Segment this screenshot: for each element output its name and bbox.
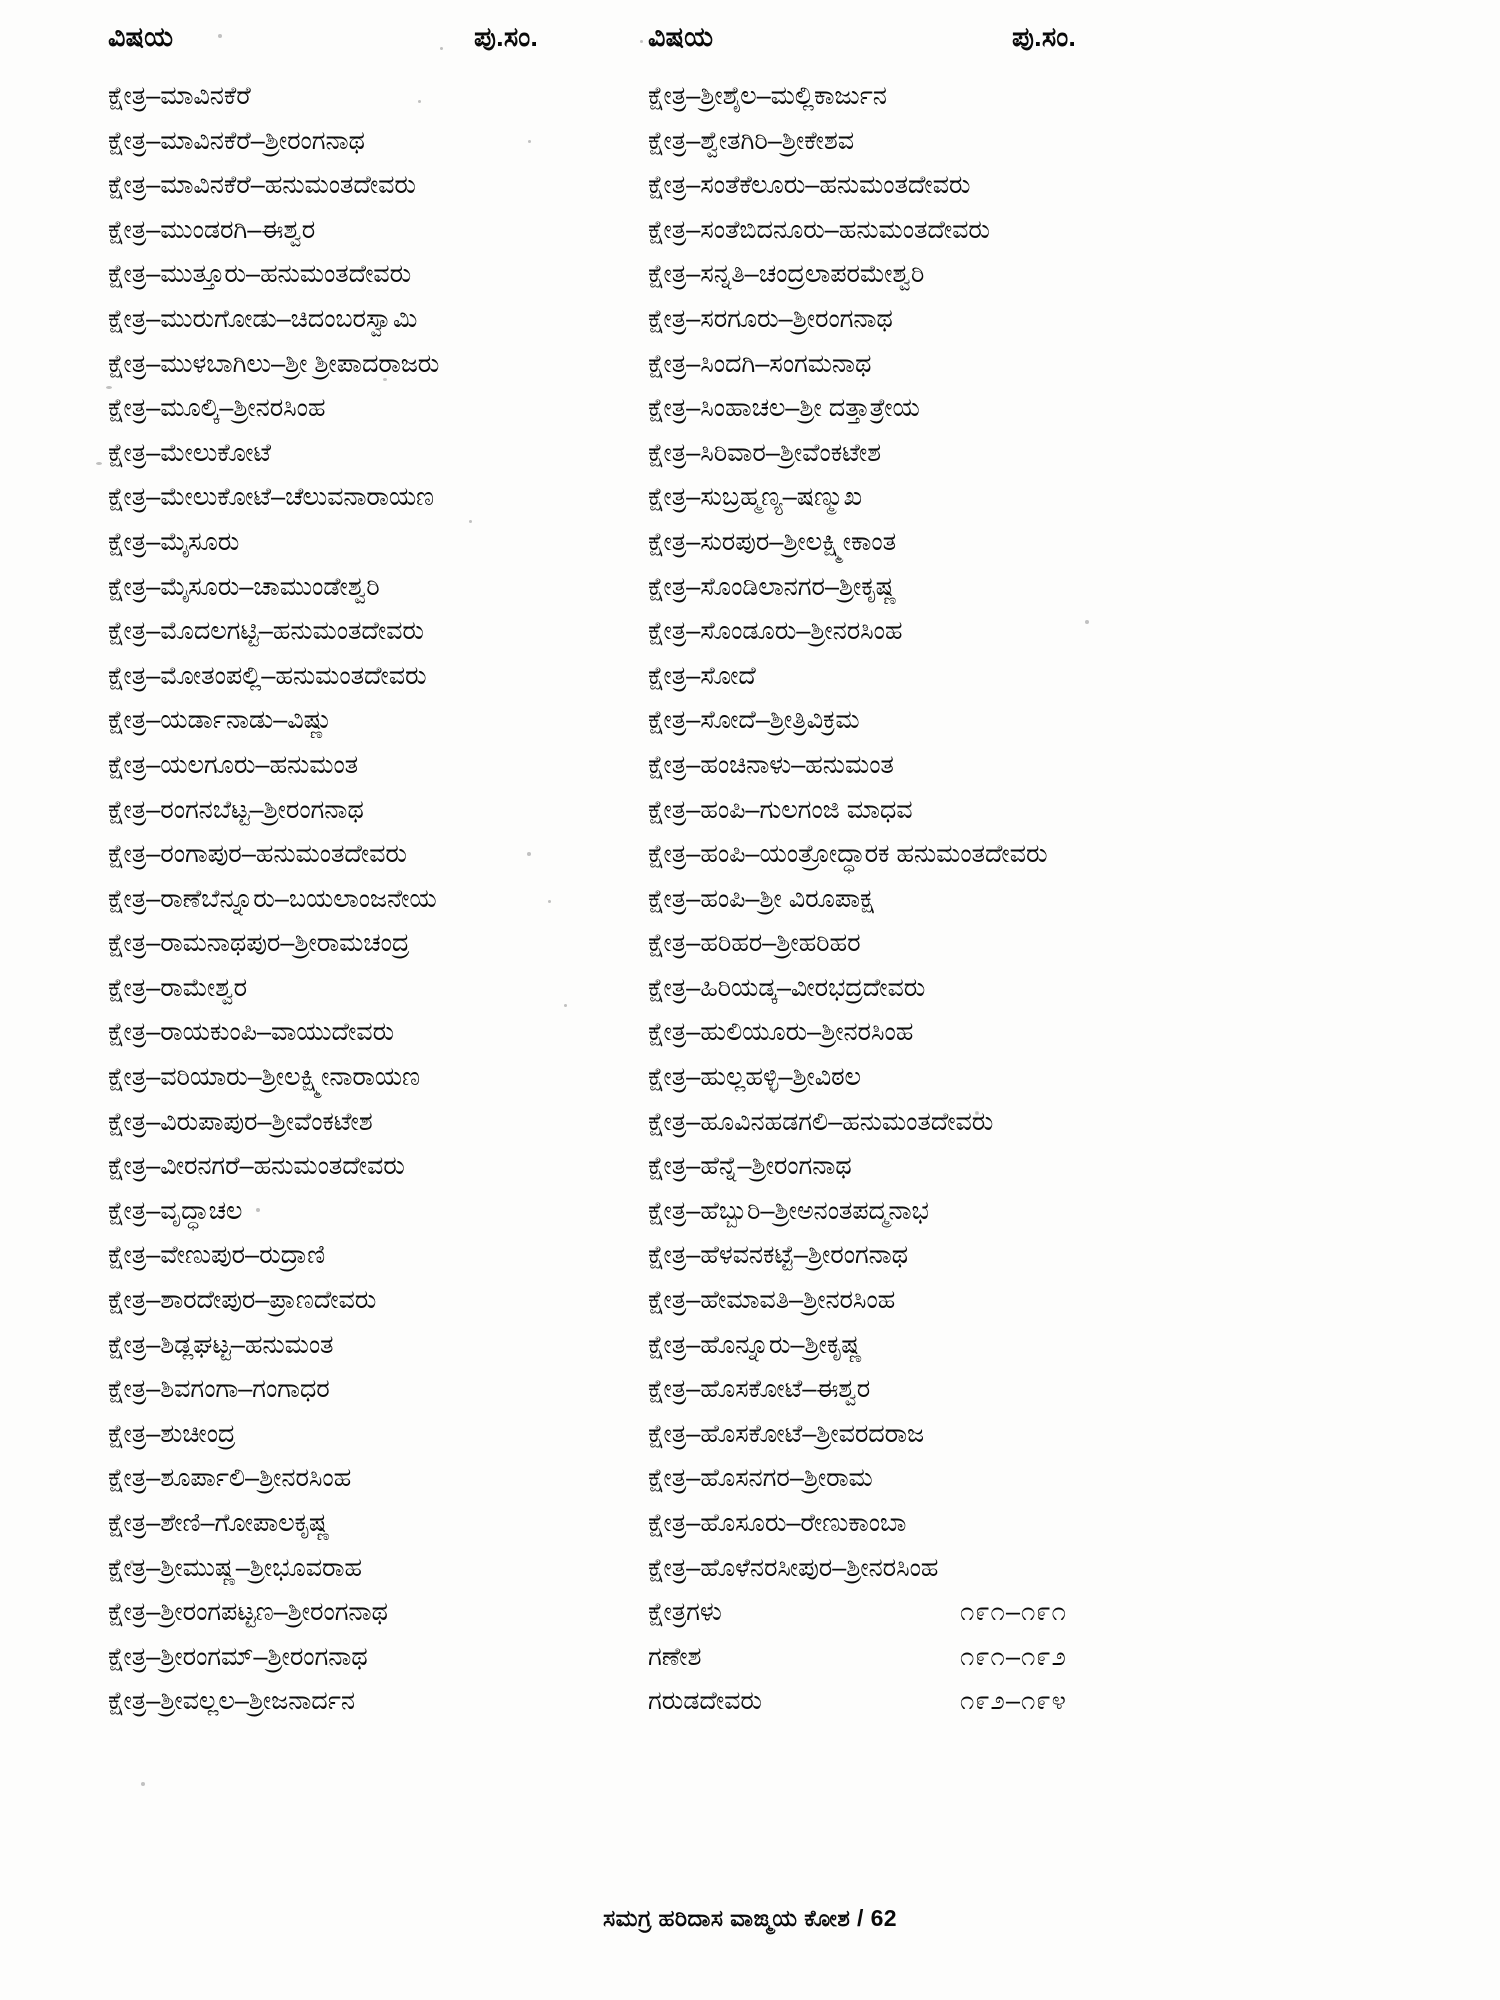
index-entry: ಕ್ಷೇತ್ರ–ಶ್ರೀರಂಗಪಟ್ಟಣ–ಶ್ರೀರಂಗನಾಥ [108, 1598, 388, 1627]
index-entry: ಕ್ಷೇತ್ರ–ಹಂಪಿ–ಗುಲಗಂಜಿ ಮಾಧವ [648, 795, 913, 824]
index-entry: ಕ್ಷೇತ್ರ–ರಾಮನಾಥಪುರ–ಶ್ರೀರಾಮಚಂದ್ರ [108, 929, 410, 958]
index-entry: ಕ್ಷೇತ್ರ–ಸಿಂದಗಿ–ಸಂಗಮನಾಥ [648, 349, 872, 378]
index-entry: ಕ್ಷೇತ್ರ–ಮೋತಂಪಲ್ಲಿ–ಹನುಮಂತದೇವರು [108, 661, 427, 690]
index-entry: ಕ್ಷೇತ್ರ–ಸಂತೆಬಿದನೂರು–ಹನುಮಂತದೇವರು [648, 215, 990, 244]
index-entry: ಕ್ಷೇತ್ರ–ಮೊದಲಗಟ್ಟಿ–ಹನುಮಂತದೇವರು [108, 617, 424, 646]
index-entry: ಕ್ಷೇತ್ರ–ಹೇಮಾವತಿ–ಶ್ರೀನರಸಿಂಹ [648, 1286, 896, 1315]
index-entry: ಕ್ಷೇತ್ರ–ರಂಗಾಪುರ–ಹನುಮಂತದೇವರು [108, 840, 407, 869]
index-entry: ಕ್ಷೇತ್ರ–ಹಂಚಿನಾಳು–ಹನುಮಂತ [648, 750, 894, 779]
index-entry: ಕ್ಷೇತ್ರ–ಹುಲ್ಲಹಳ್ಳಿ–ಶ್ರೀವಿಠಲ [648, 1063, 861, 1092]
index-entry-page-range: ೧೯೧–೧೯೧ [960, 1598, 1067, 1627]
index-entry: ಕ್ಷೇತ್ರ–ಶ್ವೇತಗಿರಿ–ಶ್ರೀಕೇಶವ [648, 126, 854, 155]
index-entry: ಕ್ಷೇತ್ರ–ವೇಣುಪುರ–ರುದ್ರಾಣಿ [108, 1241, 326, 1270]
index-entry: ಕ್ಷೇತ್ರ–ಹೊನ್ನೂರು–ಶ್ರೀಕೃಷ್ಣ [648, 1330, 863, 1359]
index-entry: ಕ್ಷೇತ್ರ–ಹಿರಿಯಡ್ಕ–ವೀರಭದ್ರದೇವರು [648, 973, 926, 1002]
index-entry: ಕ್ಷೇತ್ರ–ಹೊಸಕೋಟೆ–ಶ್ರೀವರದರಾಜ [648, 1419, 925, 1448]
index-entry: ಕ್ಷೇತ್ರ–ಯರ್ಡಾನಾಡು–ವಿಷ್ಣು [108, 706, 333, 735]
index-entry: ಕ್ಷೇತ್ರ–ಶ್ರೀವಲ್ಲಲ–ಶ್ರೀಜನಾರ್ದನ [108, 1687, 355, 1716]
index-entry: ಕ್ಷೇತ್ರ–ಮುರುಗೋಡು–ಚಿದಂಬರಸ್ವಾಮಿ [108, 304, 418, 333]
index-entry: ಕ್ಷೇತ್ರ–ಸೋದೆ–ಶ್ರೀತ್ರಿವಿಕ್ರಮ [648, 706, 860, 735]
index-entry: ಕ್ಷೇತ್ರ–ಶೂರ್ಪಾಲಿ–ಶ್ರೀನರಸಿಂಹ [108, 1464, 352, 1493]
index-entry: ಕ್ಷೇತ್ರ–ಹಂಪಿ–ಶ್ರೀ ವಿರೂಪಾಕ್ಷ [648, 884, 874, 913]
index-entry: ಕ್ಷೇತ್ರ–ರಂಗನಬೆಟ್ಟ–ಶ್ರೀರಂಗನಾಥ [108, 795, 364, 824]
index-entry: ಕ್ಷೇತ್ರ–ರಾಯಕುಂಪಿ–ವಾಯುದೇವರು [108, 1018, 395, 1047]
index-entry: ಕ್ಷೇತ್ರ–ವಿರುಪಾಪುರ–ಶ್ರೀವೆಂಕಟೇಶ [108, 1107, 373, 1136]
index-entry: ಕ್ಷೇತ್ರ–ಶ್ರೀಶೈಲ–ಮಲ್ಲಿಕಾರ್ಜುನ [648, 82, 887, 110]
index-entry: ಕ್ಷೇತ್ರ–ಹಂಪಿ–ಯಂತ್ರೋದ್ಧಾರಕ ಹನುಮಂತದೇವರು [648, 840, 1048, 869]
index-entry: ಕ್ಷೇತ್ರ–ಸೊಂಡೂರು–ಶ್ರೀನರಸಿಂಹ [648, 617, 903, 646]
index-entry: ಕ್ಷೇತ್ರ–ಶುಚೀಂದ್ರ [108, 1419, 236, 1448]
index-entry-label: ಕ್ಷೇತ್ರಗಳು [648, 1598, 722, 1627]
index-entry: ಕ್ಷೇತ್ರ–ಯಲಗೂರು–ಹನುಮಂತ [108, 750, 359, 779]
header-subject-right: ವಿಷಯ [648, 22, 714, 52]
index-entry: ಕ್ಷೇತ್ರ–ಸಂತೆಕೆಲೂರು–ಹನುಮಂತದೇವರು [648, 171, 971, 200]
index-entry: ಕ್ಷೇತ್ರ–ಮೇಲುಕೋಟೆ [108, 438, 271, 467]
index-column-left: ಕ್ಷೇತ್ರ–ಮಾವಿನಕೆರೆ ಕ್ಷೇತ್ರ–ಮಾವಿನಕೆರೆ–ಶ್ರೀರ… [108, 74, 628, 1724]
index-entry: ಕ್ಷೇತ್ರ–ಮುಂಡರಗಿ–ಈಶ್ವರ [108, 215, 316, 244]
index-entry-page-range: ೧೯೧–೧೯೨ [960, 1642, 1067, 1671]
index-entry: ಕ್ಷೇತ್ರ–ಮಾವಿನಕೆರೆ–ಹನುಮಂತದೇವರು [108, 171, 416, 200]
header-subject-left: ವಿಷಯ [108, 22, 174, 52]
column-headers: ವಿಷಯ ಪು.ಸಂ. ವಿಷಯ ಪು.ಸಂ. [0, 22, 1500, 68]
index-entry: ಕ್ಷೇತ್ರ–ಮಾವಿನಕೆರೆ–ಶ್ರೀರಂಗನಾಥ [108, 126, 365, 155]
index-entry: ಕ್ಷೇತ್ರ–ರಾಣೆಬೆನ್ನೂರು–ಬಯಲಾಂಜನೇಯ [108, 884, 437, 913]
index-entry: ಕ್ಷೇತ್ರ–ಮೂಲ್ಕಿ–ಶ್ರೀನರಸಿಂಹ [108, 394, 326, 423]
index-entry: ಕ್ಷೇತ್ರ–ಶೇಣಿ–ಗೋಪಾಲಕೃಷ್ಣ [108, 1509, 330, 1537]
index-entry: ಕ್ಷೇತ್ರ–ಸನ್ನತಿ–ಚಂದ್ರಲಾಪರಮೇಶ್ವರಿ [648, 260, 925, 289]
index-entry: ಕ್ಷೇತ್ರ–ಹೆಬ್ಬುರಿ–ಶ್ರೀಅನಂತಪದ್ಮನಾಭ [648, 1196, 929, 1225]
index-entry: ಗರುಡದೇವರು ೧೯೨–೧೯೪ [648, 1679, 1118, 1724]
index-entry: ಕ್ಷೇತ್ರ–ರಾಮೇಶ್ವರ [108, 973, 247, 1002]
index-entry: ಕ್ಷೇತ್ರ–ಶಾರದೇಪುರ–ಪ್ರಾಣದೇವರು [108, 1286, 377, 1315]
index-entry: ಕ್ಷೇತ್ರ–ಸೋದೆ [648, 661, 756, 690]
index-entry: ಕ್ಷೇತ್ರ–ವೃದ್ಧಾಚಲ [108, 1196, 243, 1225]
index-entry: ಕ್ಷೇತ್ರ–ಹೂವಿನಹಡಗಲಿ–ಹನುಮಂತದೇವರು [648, 1107, 994, 1136]
page-footer: ಸಮಗ್ರ ಹರಿದಾಸ ವಾಙ್ಮಯ ಕೋಶ / 62 [603, 1905, 897, 1931]
index-entry: ಕ್ಷೇತ್ರ–ಮುಳಬಾಗಿಲು–ಶ್ರೀ ಶ್ರೀಪಾದರಾಜರು [108, 349, 440, 378]
index-entry: ಗಣೇಶ ೧೯೧–೧೯೨ [648, 1635, 1118, 1680]
index-entry-page-range: ೧೯೨–೧೯೪ [960, 1687, 1067, 1716]
index-entry: ಕ್ಷೇತ್ರ–ಸಿಂಹಾಚಲ–ಶ್ರೀ ದತ್ತಾತ್ರೇಯ [648, 394, 920, 423]
index-entry: ಕ್ಷೇತ್ರ–ವರಿಯಾರು–ಶ್ರೀಲಕ್ಷ್ಮೀನಾರಾಯಣ [108, 1063, 420, 1092]
index-entry: ಕ್ಷೇತ್ರ–ಮೈಸೂರು–ಚಾಮುಂಡೇಶ್ವರಿ [108, 572, 380, 601]
index-entry: ಕ್ಷೇತ್ರ–ಶಿಡ್ಲಘಟ್ಟ–ಹನುಮಂತ [108, 1330, 334, 1359]
header-pageno-right: ಪು.ಸಂ. [1012, 22, 1077, 52]
index-entry: ಕ್ಷೇತ್ರ–ಮಾವಿನಕೆರೆ [108, 82, 251, 110]
header-pageno-left: ಪು.ಸಂ. [474, 22, 539, 52]
index-entry: ಕ್ಷೇತ್ರಗಳು ೧೯೧–೧೯೧ [648, 1590, 1118, 1635]
index-entry: ಕ್ಷೇತ್ರ–ಹೆನ್ನೆ–ಶ್ರೀರಂಗನಾಥ [648, 1152, 852, 1181]
index-entry: ಕ್ಷೇತ್ರ–ಸುರಪುರ–ಶ್ರೀಲಕ್ಷ್ಮೀಕಾಂತ [648, 527, 897, 556]
index-entry: ಕ್ಷೇತ್ರ–ಹೆಳವನಕಟ್ಟೆ–ಶ್ರೀರಂಗನಾಥ [648, 1241, 909, 1270]
index-entry: ಕ್ಷೇತ್ರ–ಶ್ರೀರಂಗಮ್–ಶ್ರೀರಂಗನಾಥ [108, 1642, 368, 1671]
index-entry: ಕ್ಷೇತ್ರ–ವೀರನಗರೆ–ಹನುಮಂತದೇವರು [108, 1152, 405, 1181]
index-entry: ಕ್ಷೇತ್ರ–ಹೊಸೂರು–ರೇಣುಕಾಂಬಾ [648, 1509, 907, 1537]
index-entry-label: ಗಣೇಶ [648, 1642, 702, 1671]
index-entry: ಕ್ಷೇತ್ರ–ಮೈಸೂರು [108, 527, 240, 556]
index-entry: ಕ್ಷೇತ್ರ–ಮುತ್ತೂರು–ಹನುಮಂತದೇವರು [108, 260, 412, 289]
index-entry-label: ಗರುಡದೇವರು [648, 1687, 762, 1716]
index-entry: ಕ್ಷೇತ್ರ–ಹೊಳೆನರಸೀಪುರ–ಶ್ರೀನರಸಿಂಹ [648, 1553, 939, 1582]
index-entry: ಕ್ಷೇತ್ರ–ಹೊಸನಗರ–ಶ್ರೀರಾಮ [648, 1464, 873, 1493]
index-entry: ಕ್ಷೇತ್ರ–ಸಿರಿವಾರ–ಶ್ರೀವೆಂಕಟೇಶ [648, 438, 881, 467]
index-entry: ಕ್ಷೇತ್ರ–ಸೊಂಡಿಲಾನಗರ–ಶ್ರೀಕೃಷ್ಣ [648, 572, 897, 601]
index-entry: ಕ್ಷೇತ್ರ–ಹರಿಹರ–ಶ್ರೀಹರಿಹರ [648, 929, 861, 958]
index-entry: ಕ್ಷೇತ್ರ–ಶಿವಗಂಗಾ–ಗಂಗಾಧರ [108, 1375, 330, 1404]
index-entry: ಕ್ಷೇತ್ರ–ಸರಗೂರು–ಶ್ರೀರಂಗನಾಥ [648, 304, 893, 333]
index-entry: ಕ್ಷೇತ್ರ–ಮೇಲುಕೋಟೆ–ಚೆಲುವನಾರಾಯಣ [108, 483, 435, 512]
index-entry: ಕ್ಷೇತ್ರ–ಸುಬ್ರಹ್ಮಣ್ಯ–ಷಣ್ಮುಖ [648, 483, 862, 512]
index-columns: ಕ್ಷೇತ್ರ–ಮಾವಿನಕೆರೆ ಕ್ಷೇತ್ರ–ಮಾವಿನಕೆರೆ–ಶ್ರೀರ… [0, 74, 1500, 1715]
index-entry: ಕ್ಷೇತ್ರ–ಹುಲಿಯೂರು–ಶ್ರೀನರಸಿಂಹ [648, 1018, 914, 1047]
index-entry: ಕ್ಷೇತ್ರ–ಶ್ರೀಮುಷ್ಣ–ಶ್ರೀಭೂವರಾಹ [108, 1553, 362, 1582]
index-column-right: ಕ್ಷೇತ್ರ–ಶ್ರೀಶೈಲ–ಮಲ್ಲಿಕಾರ್ಜುನ ಕ್ಷೇತ್ರ–ಶ್ವೇ… [648, 74, 1118, 1724]
index-entry: ಕ್ಷೇತ್ರ–ಹೊಸಕೋಟೆ–ಈಶ್ವರ [648, 1375, 871, 1404]
